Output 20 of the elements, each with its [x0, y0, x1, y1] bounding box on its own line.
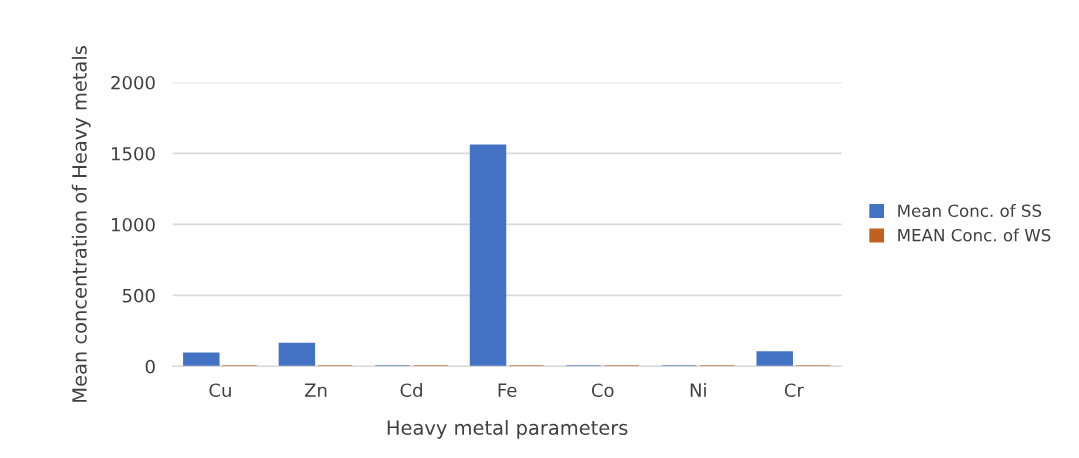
- x-tick-label: Zn: [304, 383, 327, 397]
- bar: [278, 342, 316, 367]
- legend-label: MEAN Conc. of WS: [898, 228, 1051, 242]
- bar: [756, 351, 793, 367]
- y-tick-label: 1500: [112, 146, 155, 161]
- y-tick-label: 2000: [111, 75, 155, 90]
- y-axis-title: Mean concentration of Heavy metals: [71, 46, 91, 402]
- x-tick-label: Co: [591, 383, 614, 398]
- x-tick-label: Fe: [498, 383, 517, 398]
- legend-label: Mean Conc. of SS: [898, 204, 1042, 218]
- x-axis-title: Heavy metal parameters: [387, 419, 628, 439]
- x-tick-label: Cd: [400, 383, 422, 398]
- y-tick-label: 1000: [112, 217, 155, 232]
- x-tick-label: Cu: [209, 383, 231, 398]
- bar: [183, 352, 220, 367]
- x-tick-label: Ni: [690, 383, 706, 397]
- y-tick-label: 500: [122, 288, 155, 303]
- bar: [469, 144, 507, 367]
- x-tick-label: Cr: [784, 383, 804, 398]
- y-tick-label: 0: [145, 359, 155, 374]
